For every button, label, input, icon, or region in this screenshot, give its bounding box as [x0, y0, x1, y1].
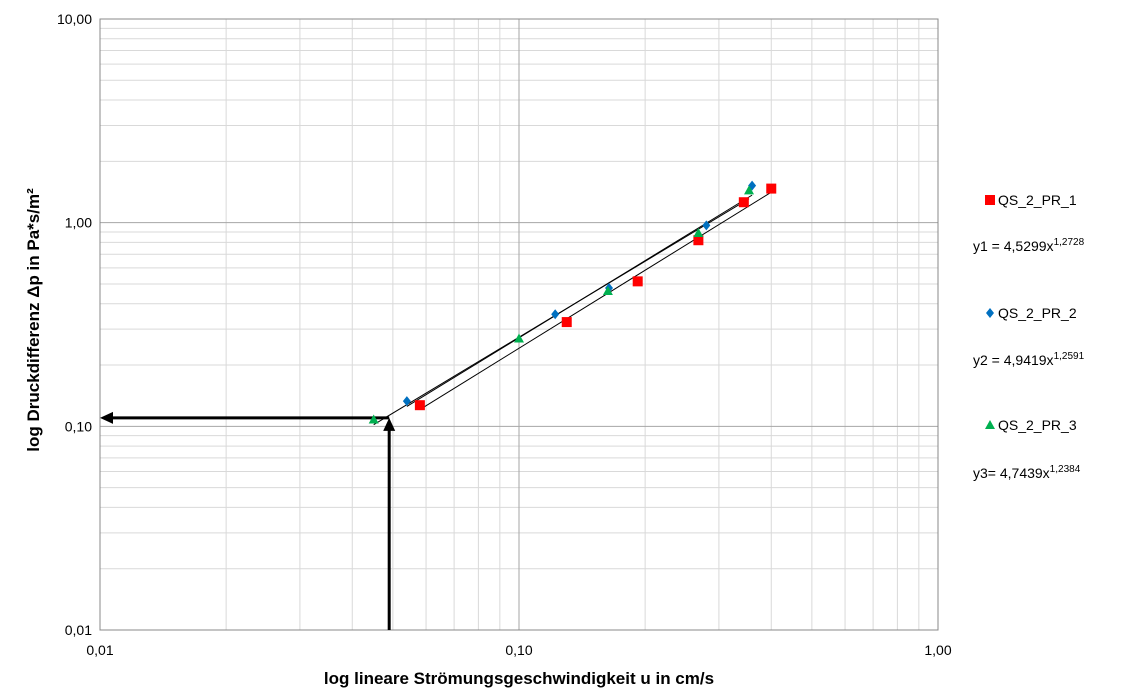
- data-point-triangle: [514, 333, 524, 343]
- legend: QS_2_PR_1 y1 = 4,5299x1,2728 QS_2_PR_2 y2 =…: [973, 192, 1085, 481]
- legend-label: QS_2_PR_2: [998, 305, 1077, 321]
- equation-base: y3= 4,7439x: [973, 465, 1050, 481]
- reading-arrows: [100, 411, 396, 630]
- data-point-square: [414, 400, 425, 411]
- equation-exponent: 1,2728: [1054, 237, 1085, 248]
- data-point-diamond: [702, 220, 711, 231]
- trendline-equation: y2 = 4,9419x1,2591: [973, 351, 1085, 368]
- vertical-reading-arrow-head: [383, 417, 396, 431]
- trendline-equation: y3= 4,7439x1,2384: [973, 464, 1081, 481]
- data-point-triangle: [744, 185, 755, 195]
- legend-marker: [986, 308, 994, 318]
- legend-marker: [985, 420, 995, 429]
- data-point-diamond: [402, 396, 411, 407]
- data-point-triangle: [368, 414, 379, 424]
- x-tick-label: 0,01: [86, 642, 113, 658]
- x-tick-label: 1,00: [924, 642, 951, 658]
- equation-exponent: 1,2384: [1050, 464, 1081, 475]
- equation-base: y2 = 4,9419x: [973, 352, 1054, 368]
- data-point-square: [693, 235, 704, 246]
- y-axis-ticks: 0,01 0,10 1,00 10,00: [57, 11, 92, 638]
- y-tick-label: 0,01: [65, 622, 92, 638]
- horizontal-reading-arrow-head: [100, 411, 113, 424]
- data-markers: [368, 180, 777, 424]
- x-axis-ticks: 0,01 0,10 1,00: [86, 642, 951, 658]
- x-axis-title: log lineare Strömungsgeschwindigkeit u i…: [324, 669, 714, 688]
- equation-exponent: 1,2591: [1054, 351, 1085, 362]
- legend-label: QS_2_PR_1: [998, 192, 1077, 208]
- y-tick-label: 0,10: [65, 418, 92, 434]
- y-tick-label: 10,00: [57, 11, 92, 27]
- data-point-square: [766, 183, 777, 194]
- legend-marker: [985, 195, 995, 205]
- data-point-triangle: [602, 285, 613, 295]
- trendline: [373, 198, 750, 426]
- y-tick-label: 1,00: [65, 215, 92, 231]
- equation-base: y1 = 4,5299x: [973, 238, 1054, 254]
- y-axis-title: log Druckdifferenz Δp in Pa*s/m²: [24, 188, 43, 452]
- legend-label: QS_2_PR_3: [998, 417, 1077, 433]
- trendline-equation: y1 = 4,5299x1,2728: [973, 237, 1085, 254]
- data-point-triangle: [693, 227, 704, 237]
- data-point-square: [561, 317, 572, 328]
- trendlines: [373, 191, 772, 426]
- data-point-square: [632, 276, 643, 287]
- trendline: [419, 191, 772, 411]
- data-point-square: [738, 197, 749, 208]
- x-tick-label: 0,10: [505, 642, 532, 658]
- plot-frame: [99, 18, 939, 631]
- data-point-diamond: [551, 309, 560, 320]
